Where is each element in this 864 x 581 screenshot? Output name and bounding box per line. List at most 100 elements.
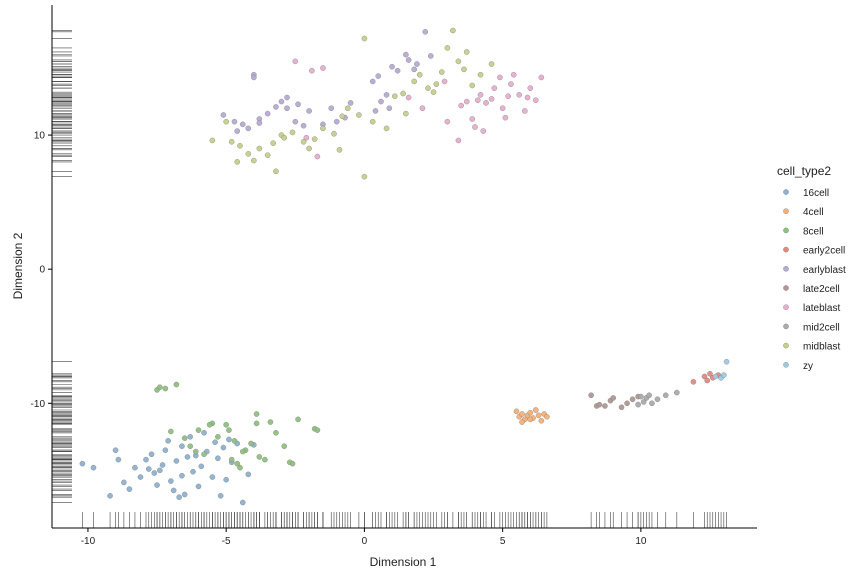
- point-early2cell: [704, 377, 711, 384]
- point-16cell: [184, 454, 191, 460]
- y-axis-title: Dimension 2: [11, 232, 25, 299]
- point-lateblast: [538, 74, 545, 81]
- point-mid2cell: [654, 396, 661, 403]
- x-tick-label: 5: [500, 536, 506, 547]
- point-midblast: [311, 136, 318, 142]
- point-midblast: [234, 159, 241, 165]
- point-8cell: [234, 460, 241, 467]
- point-earlyblast: [284, 94, 290, 101]
- point-earlyblast: [378, 98, 384, 105]
- point-earlyblast: [306, 108, 312, 114]
- point-midblast: [264, 152, 271, 158]
- point-lateblast: [419, 105, 426, 112]
- point-midblast: [444, 45, 451, 51]
- point-zy: [723, 358, 730, 365]
- x-tick-label: -10: [81, 536, 96, 547]
- point-16cell: [137, 474, 144, 480]
- point-midblast: [336, 147, 343, 153]
- point-midblast: [369, 118, 376, 125]
- point-16cell: [162, 447, 169, 453]
- point-earlyblast: [422, 29, 429, 35]
- point-16cell: [181, 491, 188, 498]
- point-midblast: [331, 130, 337, 137]
- point-early2cell: [701, 373, 708, 380]
- legend-label: 4cell: [803, 207, 824, 218]
- point-midblast: [477, 71, 484, 78]
- point-earlyblast: [300, 122, 307, 129]
- point-earlyblast: [234, 128, 241, 134]
- y-rug: [52, 30, 72, 503]
- point-16cell: [179, 443, 185, 449]
- point-lateblast: [505, 93, 511, 99]
- point-8cell: [281, 443, 288, 449]
- legend: 16cell 4cell 8cell early2cell earlyblast late…: [783, 188, 846, 372]
- point-8cell: [228, 456, 235, 463]
- point-midblast: [403, 110, 409, 117]
- point-16cell: [195, 483, 202, 490]
- point-lateblast: [524, 94, 531, 101]
- point-lateblast: [463, 98, 470, 105]
- legend-key-midblast: [783, 342, 789, 349]
- point-midblast: [223, 118, 229, 125]
- x-axis-title: Dimension 1: [370, 555, 437, 569]
- legend-label: lateblast: [803, 303, 840, 314]
- point-8cell: [231, 438, 238, 444]
- point-earlyblast: [251, 74, 257, 81]
- point-mid2cell: [662, 392, 669, 399]
- legend-label: earlyblast: [803, 265, 846, 276]
- point-earlyblast: [347, 100, 354, 106]
- point-4cell: [535, 412, 542, 419]
- point-mid2cell: [640, 399, 647, 405]
- point-16cell: [170, 487, 177, 494]
- point-midblast: [356, 112, 362, 118]
- point-earlyblast: [403, 51, 409, 58]
- point-earlyblast: [405, 57, 412, 63]
- point-midblast: [416, 71, 423, 78]
- point-midblast: [439, 69, 445, 75]
- point-midblast: [245, 151, 252, 157]
- point-16cell: [201, 430, 207, 436]
- point-8cell: [162, 385, 169, 392]
- point-late2cell: [629, 396, 636, 403]
- point-lateblast: [469, 116, 476, 122]
- point-16cell: [215, 455, 221, 462]
- point-16cell: [145, 466, 152, 472]
- point-16cell: [226, 436, 232, 443]
- point-16cell: [220, 444, 227, 451]
- point-earlyblast: [372, 108, 379, 114]
- x-rug: [82, 512, 727, 528]
- point-8cell: [256, 454, 263, 460]
- legend-key-zy: [783, 362, 789, 368]
- point-midblast: [228, 139, 235, 145]
- legend-label: 16cell: [803, 188, 829, 199]
- point-16cell: [90, 464, 97, 471]
- point-8cell: [181, 435, 188, 441]
- point-8cell: [195, 427, 202, 433]
- point-8cell: [273, 430, 279, 436]
- point-16cell: [126, 486, 133, 492]
- point-8cell: [314, 427, 321, 433]
- point-16cell: [107, 493, 113, 499]
- point-16cell: [151, 470, 158, 476]
- point-8cell: [226, 427, 232, 433]
- point-16cell: [187, 434, 194, 440]
- point-16cell: [165, 438, 171, 444]
- point-mid2cell: [674, 389, 680, 396]
- point-midblast: [300, 139, 307, 145]
- legend-key-16cell: [783, 189, 789, 195]
- legend-key-4cell: [783, 208, 789, 214]
- y-tick-label: -10: [31, 399, 46, 410]
- point-late2cell: [596, 401, 603, 408]
- legend-key-lateblast: [783, 304, 789, 310]
- point-mid2cell: [646, 392, 652, 399]
- point-16cell: [198, 463, 205, 470]
- point-16cell: [223, 476, 229, 483]
- point-midblast: [461, 66, 467, 73]
- point-lateblast: [491, 85, 498, 91]
- point-lateblast: [502, 114, 509, 121]
- point-late2cell: [588, 392, 594, 399]
- point-earlyblast: [383, 92, 390, 98]
- point-8cell: [173, 381, 180, 388]
- point-earlyblast: [264, 110, 271, 117]
- point-midblast: [392, 93, 398, 99]
